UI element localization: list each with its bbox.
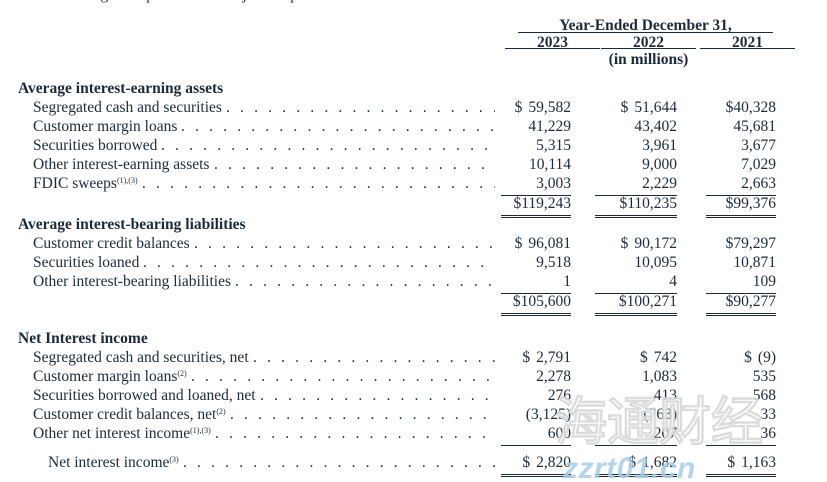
svg-text:zzrt01.cn: zzrt01.cn: [562, 452, 696, 482]
svg-text:海通财经: 海通财经: [555, 394, 763, 452]
